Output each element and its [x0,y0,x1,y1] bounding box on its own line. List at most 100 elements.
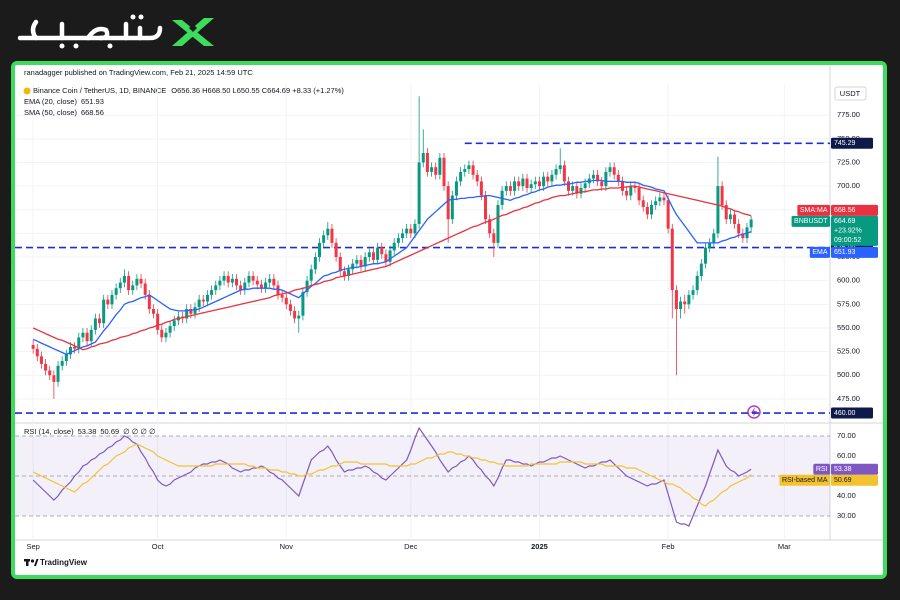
price-unit[interactable]: USDT [840,89,861,98]
candle-body [293,310,297,319]
candle-body [131,285,135,291]
candle-body [517,181,521,187]
candle-body [409,228,413,234]
byline: ranadagger published on TradingView.com,… [24,68,253,77]
candle-body [359,259,363,267]
badge-label: RSI [816,466,828,473]
candle-body [604,171,608,187]
candle-body [143,283,147,295]
rsi-legend-extra: ∅ ∅ ∅ ∅ [123,427,155,436]
candle-body [396,238,400,243]
candle-body [525,178,529,189]
candle-body [322,235,326,243]
candle-body [56,365,60,382]
candle-body [151,309,155,314]
candle-body [691,290,695,295]
candle-body [102,299,106,324]
candle-body [330,228,334,243]
candle-body [384,254,388,262]
badge-label-box [813,463,830,475]
candle-body [284,297,288,305]
candle-body [218,280,222,286]
candle-body [338,257,342,272]
candle-body [508,186,512,191]
candle-body [641,200,645,207]
badge-label-box [791,215,830,227]
candle-body [699,263,703,276]
level-badge-text: 745.29 [834,140,856,147]
candle-body [479,181,483,196]
candle-body [73,346,77,349]
candle-body [741,233,745,239]
value-badge-text: 50.69 [834,477,852,484]
candle-body [425,153,429,172]
candle-body [716,186,720,234]
candle-body [35,348,39,357]
candle-body [347,269,351,276]
candle-body [230,278,234,283]
y-tick-label: 525.00 [837,347,860,356]
candle-body [650,205,654,215]
candle-body [583,183,587,189]
candle-body [48,370,52,376]
candle-body [60,361,64,366]
value-badge [831,204,878,216]
y-tick-label: 40.00 [837,491,856,500]
unit-box[interactable] [834,86,867,101]
candle-body [670,228,674,291]
candle-body [288,304,292,311]
candle-body [309,269,313,281]
candle-body [633,186,637,189]
candle-body [189,309,193,314]
candle-body [376,247,380,260]
footer-brand: TradingView [40,558,88,567]
candle-body [326,228,330,236]
rsi-line [32,426,752,527]
candle-body [351,263,355,270]
candle-body [164,332,168,338]
candle-body [334,242,338,258]
candle-body [342,271,346,276]
candle-body [68,346,72,355]
candle-body [110,294,114,305]
candle-body [463,169,467,172]
x-tick-label: Feb [662,542,675,551]
candle-body [430,167,434,172]
candle-body [562,165,566,182]
candle-body [201,299,205,302]
x-tick-label: Oct [152,542,165,551]
candle-body [454,181,458,196]
candle-body [44,363,48,371]
chart-card [11,61,887,579]
candle-body [492,233,496,243]
candle-body [305,280,309,293]
candle-body [749,219,753,228]
candle-body [645,206,649,215]
candle-body [471,165,475,175]
candle-body [301,292,305,316]
alert-icon[interactable] [747,405,761,419]
candle-body [276,285,280,295]
candle-body [52,375,56,382]
candle-body [708,242,712,248]
candle-body [251,275,255,281]
y-tick-label: 70.00 [837,431,856,440]
candle-body [380,247,384,255]
candle-body [81,332,85,338]
candle-body [683,301,687,305]
price-badge-change: +23.92% [834,228,862,235]
candle-body [139,278,143,284]
candle-body [77,337,81,349]
candle-body [122,275,126,283]
candle-body [554,169,558,175]
candle-body [222,275,226,281]
candle-body [168,326,172,333]
candle-body [596,174,600,182]
candle-body [413,223,417,234]
badge-label: RSI-based MA [782,477,828,484]
candle-body [467,165,471,170]
candle-body [608,167,612,172]
level-badge [831,137,873,149]
